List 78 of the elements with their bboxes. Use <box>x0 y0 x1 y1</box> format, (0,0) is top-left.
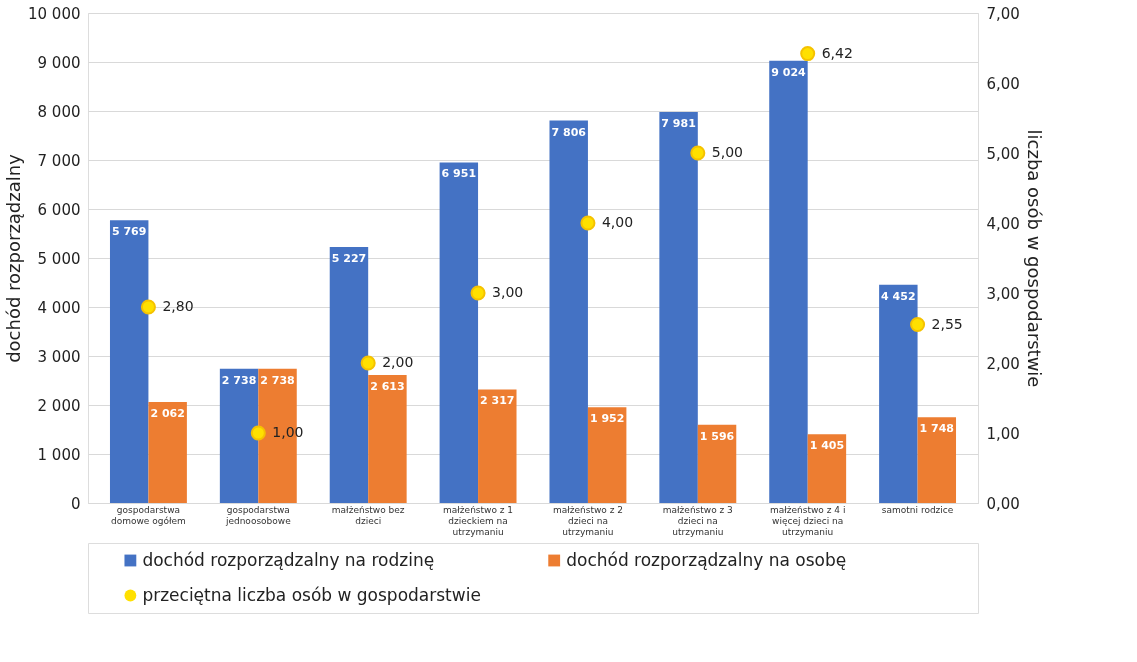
point <box>690 145 706 161</box>
point <box>800 46 816 62</box>
x-tick-label: samotni rodzice <box>881 504 954 515</box>
data-label: 1 748 <box>919 422 955 436</box>
data-label: 2,80 <box>162 298 194 314</box>
point <box>580 215 596 231</box>
y-tick-label: 7 000 <box>37 151 81 170</box>
y2-axis-title: liczba osób w gospodarstwie <box>1023 129 1045 388</box>
data-label: 2 613 <box>370 379 405 393</box>
data-label: 5 769 <box>111 225 147 239</box>
data-label: 7 806 <box>551 125 587 139</box>
data-label: 1 405 <box>809 439 845 453</box>
data-label: 5 227 <box>331 251 367 265</box>
point <box>910 316 926 333</box>
y2-tick-label: 2,00 <box>986 354 1020 373</box>
data-label: 2,55 <box>931 315 963 332</box>
point <box>140 299 156 315</box>
y-tick-label: 10 000 <box>28 4 81 23</box>
y2-tick-label: 0,00 <box>986 494 1020 513</box>
x-tick-label: gospodarstwa domowe ogółem <box>111 504 186 526</box>
y2-tick-label: 4,00 <box>986 214 1020 233</box>
x-tick-label: małżeństwo z 1 dzieckiem na utrzymaniu <box>443 504 514 537</box>
bar <box>697 424 737 503</box>
y2-tick-label: 6,00 <box>986 74 1020 93</box>
y-tick-label: 5 000 <box>37 249 81 268</box>
y-tick-label: 4 000 <box>37 298 81 317</box>
data-label: 5,00 <box>711 144 743 160</box>
data-label: 6 951 <box>441 167 477 181</box>
bar <box>659 111 698 503</box>
y-tick-label: 3 000 <box>37 347 81 366</box>
bar <box>879 284 918 503</box>
bar <box>219 368 259 503</box>
y2-tick-label: 1,00 <box>986 424 1020 443</box>
data-label: 2 738 <box>221 373 257 387</box>
data-label: 7 981 <box>661 116 696 130</box>
bar <box>439 162 479 503</box>
y-tick-label: 8 000 <box>37 102 81 121</box>
x-tick-label: małżeństwo z 2 dzieci na utrzymaniu <box>552 504 623 537</box>
bar <box>109 220 149 503</box>
data-label: 6,42 <box>821 44 853 61</box>
y-axis-title: dochód rozporządzalny <box>3 153 25 363</box>
point <box>250 425 266 441</box>
y-tick-label: 6 000 <box>37 200 81 219</box>
bar <box>587 407 627 503</box>
y-tick-label: 2 000 <box>37 396 81 415</box>
bar <box>769 60 808 503</box>
data-label: 2 062 <box>150 406 185 420</box>
data-label: 4 452 <box>881 289 916 303</box>
data-label: 1 596 <box>699 429 735 443</box>
x-tick-label: małżeństwo z 4 i więcej dzieci na utrzymaniu <box>769 504 846 537</box>
legend-label: przeciętna liczba osób w gospodarstwie <box>142 584 481 605</box>
data-label: 4,00 <box>601 214 634 230</box>
y2-tick-label: 3,00 <box>986 284 1020 303</box>
bar <box>478 389 517 503</box>
data-label: 3,00 <box>492 284 524 300</box>
data-label: 2 317 <box>480 394 515 408</box>
data-label: 1 952 <box>589 412 625 426</box>
bar <box>807 434 847 503</box>
bar <box>329 246 369 503</box>
y-tick-label: 0 <box>70 494 81 513</box>
bar <box>148 401 187 503</box>
point <box>470 285 486 301</box>
data-label: 9 024 <box>771 65 807 79</box>
x-tick-label: gospodarstwa jednoosobowe <box>224 504 292 526</box>
x-tick-label: małżeństwo bez dzieci <box>331 504 405 526</box>
bar <box>368 374 407 503</box>
y-tick-label: 9 000 <box>37 53 81 72</box>
bar <box>917 417 957 503</box>
legend-label: dochód rozporządzalny na osobę <box>566 549 847 570</box>
data-label: 2,00 <box>382 354 414 370</box>
legend-label: dochód rozporządzalny na rodzinę <box>142 549 435 570</box>
y-tick-label: 1 000 <box>37 445 81 464</box>
data-label: 2 738 <box>260 373 295 387</box>
y2-tick-label: 7,00 <box>986 4 1020 23</box>
bar <box>549 120 588 503</box>
y2-tick-label: 5,00 <box>986 144 1020 163</box>
point <box>360 355 376 371</box>
x-tick-label: małżeństwo z 3 dzieci na utrzymaniu <box>662 504 733 537</box>
